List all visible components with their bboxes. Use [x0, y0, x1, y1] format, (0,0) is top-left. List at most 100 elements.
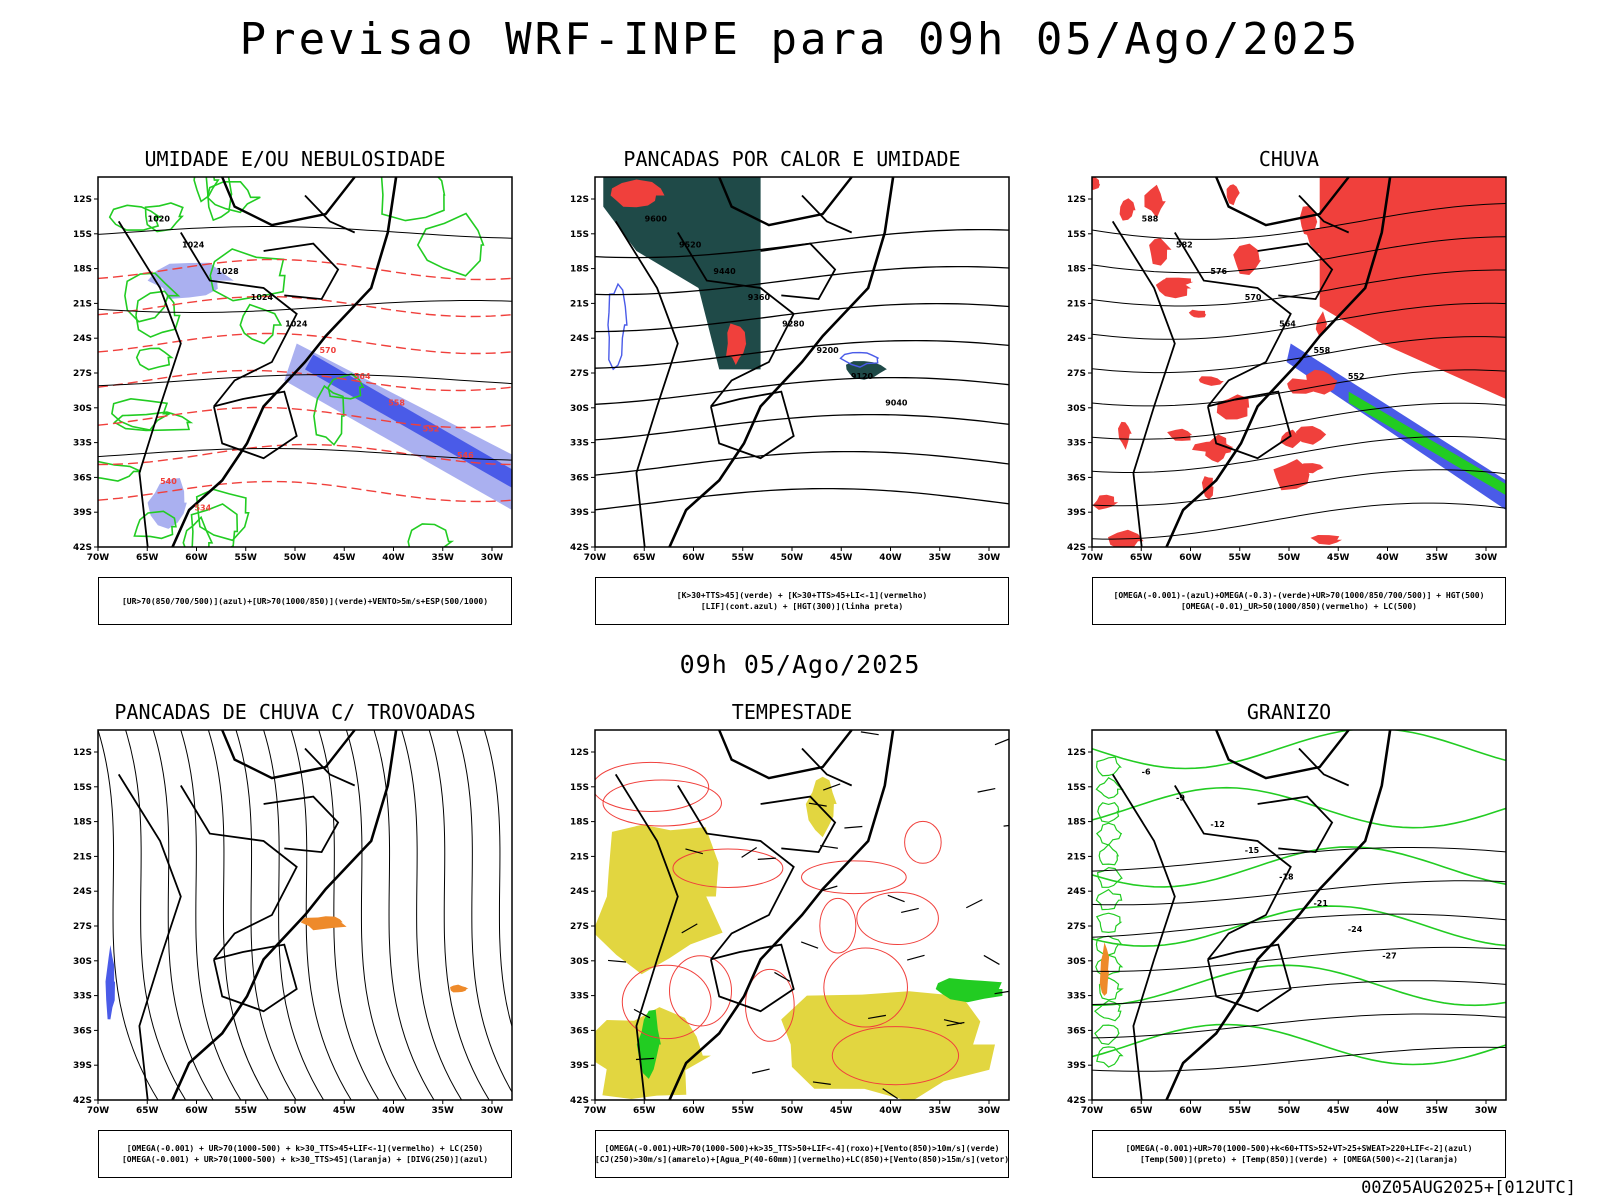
lat-tick-label: 27S: [73, 369, 92, 379]
contour-label: 558: [1313, 346, 1330, 355]
coastline: [1215, 730, 1350, 780]
humidity-contour: [239, 303, 283, 345]
rain-patch: [1092, 494, 1119, 510]
instability-core: [610, 179, 665, 208]
contour-label: 9120: [851, 372, 874, 381]
contour-label: 1024: [251, 293, 274, 302]
lif-contour: [839, 351, 879, 368]
country-border: [801, 194, 853, 234]
lon-tick-label: 50W: [781, 553, 804, 563]
streamline: [672, 848, 784, 888]
rain-patch: [1306, 228, 1348, 256]
panel-chuva: CHUVA 588 582 576 570 564 558 552 12S 15S 18S 21S 2…: [1050, 147, 1528, 627]
thickness-contour: [98, 258, 512, 281]
lon-tick-label: 35W: [432, 553, 455, 563]
map-plot: 588 582 576 570 564 558 552 12S 15S 18S 21S 24S 27S 3…: [1067, 176, 1507, 563]
temp850-contour: [1096, 866, 1123, 888]
lon-tick-label: 50W: [284, 553, 307, 563]
temp850-contour: [1094, 1024, 1120, 1046]
wind-vector: [800, 941, 819, 949]
contour-label: 570: [1245, 293, 1262, 302]
lon-tick-label: 30W: [1475, 1106, 1498, 1116]
lat-tick-label: 24S: [570, 887, 589, 897]
legend-box: [OMEGA(-0.001)-(azul)+OMEGA(-0.3)-(verde…: [1092, 577, 1506, 625]
lon-tick-label: 50W: [284, 1106, 307, 1116]
wind-vector: [907, 954, 925, 961]
rain-patch: [1306, 369, 1338, 395]
plot-frame: [594, 176, 1010, 548]
lon-tick-label: 70W: [1081, 553, 1104, 563]
lat-tick-label: 15S: [73, 783, 92, 793]
streamline: [831, 1026, 960, 1086]
legend-box: [OMEGA(-0.001)+UR>70(1000-500)+k>35_TTS>…: [595, 1130, 1009, 1178]
humidity-contour: [206, 181, 261, 214]
contour-label: -24: [1348, 925, 1363, 934]
lat-tick-label: 24S: [73, 334, 92, 344]
lat-tick-label: 30S: [73, 957, 92, 967]
rain-patch: [1144, 184, 1166, 218]
wind-vector: [685, 848, 703, 855]
country-border: [213, 943, 298, 1013]
lon-tick-label: 55W: [732, 553, 755, 563]
streamline: [207, 730, 269, 1100]
streamline: [235, 730, 297, 1100]
lat-tick-label: 18S: [570, 265, 589, 275]
lon-tick-label: 35W: [1426, 553, 1449, 563]
pressure-contour: [98, 374, 512, 387]
country-border: [1111, 773, 1176, 1100]
thickness-contour: [98, 295, 512, 318]
legend-line: [OMEGA(-0.001) + UR>70(1000-500) + k>30_…: [126, 1144, 484, 1153]
lon-tick-label: 70W: [1081, 1106, 1104, 1116]
legend-box: [K>30+TTS>45](verde) + [K>30+TTS>45+LI<-…: [595, 577, 1009, 625]
lon-tick-label: 65W: [136, 553, 159, 563]
lon-tick-label: 30W: [978, 1106, 1001, 1116]
wind-vector: [757, 857, 776, 860]
lat-tick-label: 12S: [1067, 748, 1086, 758]
contour-label: -21: [1313, 899, 1328, 908]
contour-label: 582: [1176, 241, 1193, 250]
coastline: [1165, 177, 1392, 547]
wind-vector: [1003, 824, 1009, 827]
country-border: [710, 390, 795, 460]
country-border: [1298, 194, 1350, 234]
contour-label: 540: [160, 477, 177, 486]
temp500-contour: [1092, 980, 1506, 1005]
humidity-contour: [108, 204, 163, 231]
lon-tick-label: 35W: [929, 1106, 952, 1116]
humidity-contour: [124, 272, 181, 323]
temp850-contour: [1092, 905, 1506, 947]
map-plot: 1020 1024 1028 1024 1024 570 564 558 552 546 540 53…: [73, 176, 513, 563]
lat-tick-label: 18S: [73, 818, 92, 828]
streamline: [125, 730, 187, 1100]
wind-vector: [946, 1021, 965, 1027]
streamline: [345, 730, 407, 1100]
height-contour: [595, 450, 1009, 476]
map-plot: -6 -9 -12 -15 -18 -21 -24 -27 12S 15S 18S 21S 24S 27S…: [1067, 729, 1507, 1116]
lat-tick-label: 21S: [73, 299, 92, 309]
legend-line: [Temp(500)](preto) + [Temp(850)](verde) …: [1140, 1155, 1458, 1164]
lon-tick-label: 30W: [978, 553, 1001, 563]
height-contour: [595, 265, 1009, 296]
contour-label: 9520: [679, 241, 702, 250]
contour-label: 534: [194, 503, 211, 512]
lat-tick-label: 33S: [1067, 992, 1086, 1002]
wind-vector: [633, 1008, 651, 1019]
contour-label: 588: [1142, 214, 1159, 223]
panel-title: UMIDADE E/OU NEBULOSIDADE: [144, 147, 446, 171]
temp500-contour: [1092, 847, 1506, 872]
legend-box: [OMEGA(-0.001) + UR>70(1000-500) + k>30_…: [98, 1130, 512, 1178]
temp850-contour: [1098, 977, 1124, 1001]
rain-patch: [1188, 309, 1207, 318]
contour-label: 1028: [216, 267, 239, 276]
streamline: [263, 730, 325, 1100]
plot-frame: [594, 729, 1010, 1101]
wind-vector: [751, 1068, 770, 1074]
wind-vector: [977, 787, 996, 793]
temp850-contour: [1095, 822, 1123, 846]
coastline: [171, 177, 398, 547]
plot-frame: [1091, 729, 1507, 1101]
contour-label: 1024: [182, 241, 205, 250]
lat-tick-label: 39S: [570, 1061, 589, 1071]
country-border: [117, 773, 182, 1100]
